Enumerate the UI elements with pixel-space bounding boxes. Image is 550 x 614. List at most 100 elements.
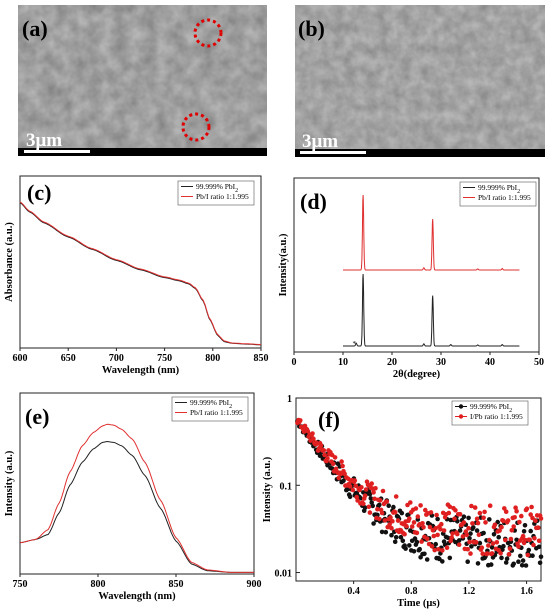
decay-point (503, 509, 509, 514)
y-tick-label: 1 (287, 394, 292, 405)
decay-point (465, 546, 471, 552)
decay-point (369, 481, 375, 486)
chart-c: 600 650 700 750 800 850 Wavelength (nm) Absorba… (4, 175, 269, 376)
decay-point (305, 428, 311, 434)
decay-point (496, 534, 502, 540)
decay-point (531, 542, 536, 548)
decay-point (366, 504, 372, 510)
legend-label: I/Pb ratio 1:1.995 (470, 412, 523, 421)
decay-point (476, 532, 482, 538)
decay-point (441, 528, 447, 533)
y-axis-title: Intensity (a.u.) (4, 450, 15, 516)
decay-point (479, 545, 485, 550)
decay-point (466, 515, 471, 521)
decay-point (417, 546, 423, 552)
decay-point (514, 537, 519, 543)
decay-point (392, 539, 398, 545)
decay-point (472, 505, 478, 510)
scale-label-b: 3μm (302, 131, 338, 152)
decay-point (436, 547, 441, 552)
decay-point (499, 555, 504, 561)
decay-point (487, 503, 493, 509)
pl-spectrum (19, 423, 254, 573)
decay-point (467, 539, 472, 545)
decay-point (474, 528, 480, 533)
decay-point (503, 560, 509, 565)
decay-point (504, 556, 510, 561)
x-tick-label: 40 (485, 357, 495, 368)
decay-point (367, 491, 373, 497)
decay-point (514, 509, 519, 514)
decay-point (532, 536, 537, 541)
decay-point (469, 544, 474, 549)
decay-point (345, 486, 350, 492)
decay-point (537, 560, 543, 566)
decay-point (505, 518, 511, 523)
decay-point (387, 522, 392, 527)
legend-box (459, 181, 537, 207)
decay-point (445, 535, 451, 541)
x-tick-label: 800 (91, 579, 106, 590)
decay-point (353, 483, 359, 489)
decay-point (403, 546, 408, 551)
plot-frame (19, 175, 262, 349)
decay-point (424, 557, 430, 562)
decay-point (536, 544, 542, 550)
decay-point (528, 512, 533, 517)
x-tick-label: 750 (13, 579, 28, 590)
decay-point (311, 436, 316, 442)
y-tick-label: 0.01 (275, 569, 293, 580)
decay-point (518, 553, 523, 559)
x-axis-title: 2θ(degree) (393, 369, 441, 380)
decay-point (409, 524, 415, 529)
decay-point (390, 518, 395, 524)
decay-point (452, 516, 457, 522)
chart-e: 750 800 850 900 Wavelength (nm) Intensity (a.… (4, 392, 262, 602)
decay-point (511, 524, 516, 529)
decay-point (413, 506, 419, 511)
decay-point (439, 521, 444, 527)
chart-d: *0 10 20 30 40 502θ(degree)Intensity(a.u.)99.… (278, 177, 544, 380)
decay-point (460, 534, 466, 539)
decay-point (341, 478, 346, 484)
panel-letter: (f) (318, 407, 340, 432)
legend-label: Pb/I ratio 1:1.995 (190, 408, 243, 417)
decay-point (453, 508, 458, 513)
decay-point (433, 525, 439, 531)
decay-point (533, 518, 538, 524)
decay-point (498, 551, 503, 556)
decay-point (501, 518, 506, 524)
decay-point (415, 514, 421, 519)
decay-point (512, 515, 517, 520)
decay-point (490, 541, 496, 546)
x-axis-title: Wavelength (nm) (98, 591, 176, 602)
decay-point (500, 547, 505, 553)
decay-point (408, 500, 413, 505)
decay-point (481, 530, 486, 536)
decay-point (520, 533, 526, 539)
x-tick-label: 0.4 (347, 586, 360, 597)
x-tick-label: 600 (13, 353, 28, 364)
decay-point (325, 456, 330, 461)
decay-point (429, 544, 435, 549)
decay-point (525, 552, 531, 558)
decay-point (435, 532, 440, 538)
decay-point (501, 543, 506, 549)
decay-point (440, 548, 445, 553)
decay-point (362, 505, 368, 510)
decay-point (507, 546, 513, 551)
series-line (19, 201, 262, 346)
decay-point (489, 551, 495, 556)
y-axis-title: Intensity (a.u.) (262, 456, 273, 522)
decay-point (473, 540, 479, 545)
scale-bar-b (300, 151, 366, 154)
pl-spectrum (19, 440, 254, 573)
decay-point (457, 528, 463, 533)
decay-point (526, 547, 532, 553)
decay-point (322, 452, 328, 458)
x-tick-label: 1.2 (463, 586, 476, 597)
decay-point (336, 475, 342, 481)
decay-point (363, 487, 369, 492)
legend-box (171, 396, 249, 422)
